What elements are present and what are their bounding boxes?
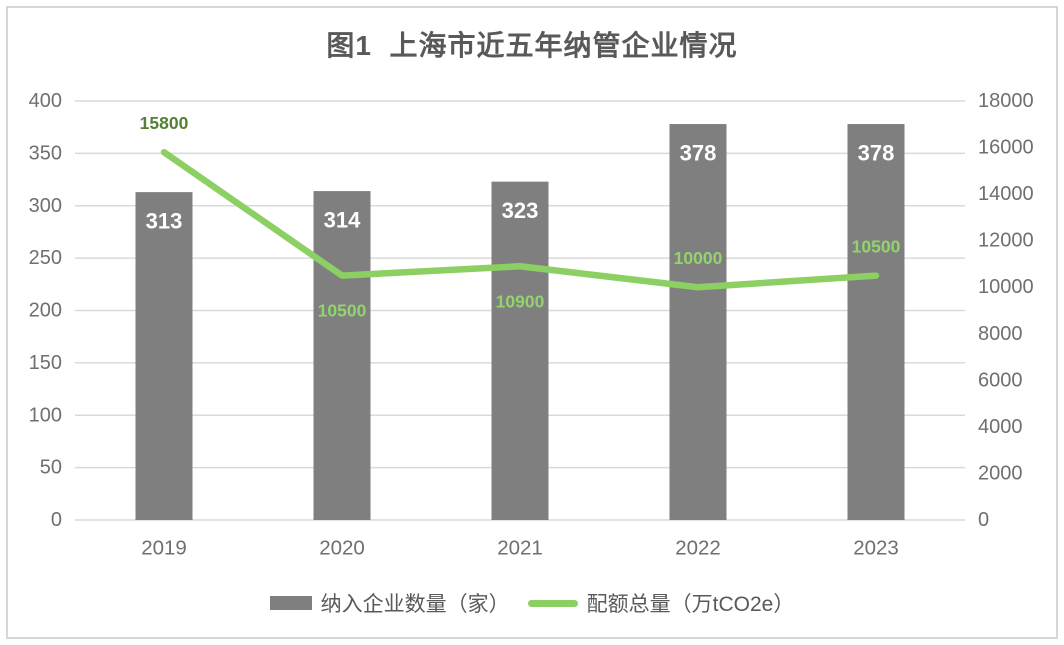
- bar: [491, 181, 549, 520]
- chart-legend: 纳入企业数量（家） 配额总量（万tCO2e）: [0, 588, 1064, 618]
- left-axis-tick-label: 350: [29, 142, 62, 164]
- legend-label-bar-series: 纳入企业数量（家）: [320, 593, 510, 616]
- legend-item-bar-series: 纳入企业数量（家）: [269, 588, 510, 618]
- x-axis-category-label: 2020: [319, 537, 365, 560]
- left-axis-tick-label: 200: [29, 300, 62, 322]
- right-axis-tick-label: 16000: [978, 137, 1034, 159]
- line-data-label: 10500: [852, 237, 901, 257]
- bar-data-label: 378: [680, 141, 717, 166]
- bar-data-label: 378: [858, 141, 895, 166]
- line-data-label: 10900: [496, 291, 545, 311]
- line-data-label: 15800: [140, 113, 189, 133]
- left-axis-tick-label: 100: [29, 404, 62, 426]
- x-axis-category-label: 2021: [497, 537, 543, 560]
- right-axis-tick-label: 6000: [978, 369, 1023, 391]
- legend-item-line-series: 配额总量（万tCO2e）: [527, 588, 795, 618]
- left-axis-tick-label: 250: [29, 247, 62, 269]
- left-axis-tick-label: 150: [29, 352, 62, 374]
- bar-data-label: 313: [146, 209, 183, 234]
- bar: [669, 124, 727, 521]
- x-axis-category-label: 2022: [675, 537, 721, 560]
- right-axis-tick-label: 12000: [978, 230, 1034, 252]
- line-data-label: 10000: [674, 248, 723, 268]
- left-axis-tick-label: 300: [29, 195, 62, 217]
- left-axis-tick-label: 400: [29, 90, 62, 112]
- right-axis-tick-label: 8000: [978, 323, 1023, 345]
- line-data-label: 10500: [318, 301, 367, 321]
- right-axis-tick-label: 10000: [978, 276, 1034, 298]
- line-series-path: [160, 148, 880, 291]
- chart-title: 图1 上海市近五年纳管企业情况: [326, 30, 738, 61]
- right-axis-tick-label: 4000: [978, 416, 1023, 438]
- x-axis-category-label: 2023: [853, 537, 899, 560]
- bar-series-swatch-icon: [269, 596, 312, 610]
- x-axis-category-label: 2019: [141, 537, 187, 560]
- bar: [313, 191, 371, 520]
- bar: [847, 124, 905, 521]
- left-axis-tick-label: 50: [40, 457, 62, 479]
- legend-label-line-series: 配额总量（万tCO2e）: [586, 593, 795, 616]
- bar: [135, 192, 193, 520]
- bar-data-label: 323: [502, 198, 539, 223]
- bar-data-label: 314: [324, 208, 361, 233]
- right-axis-tick-label: 0: [978, 509, 989, 531]
- right-axis-tick-label: 14000: [978, 183, 1034, 205]
- line-series-swatch-icon: [527, 599, 578, 607]
- right-axis-tick-label: 2000: [978, 462, 1023, 484]
- left-axis-tick-label: 0: [51, 509, 62, 531]
- right-axis-tick-label: 18000: [978, 90, 1034, 112]
